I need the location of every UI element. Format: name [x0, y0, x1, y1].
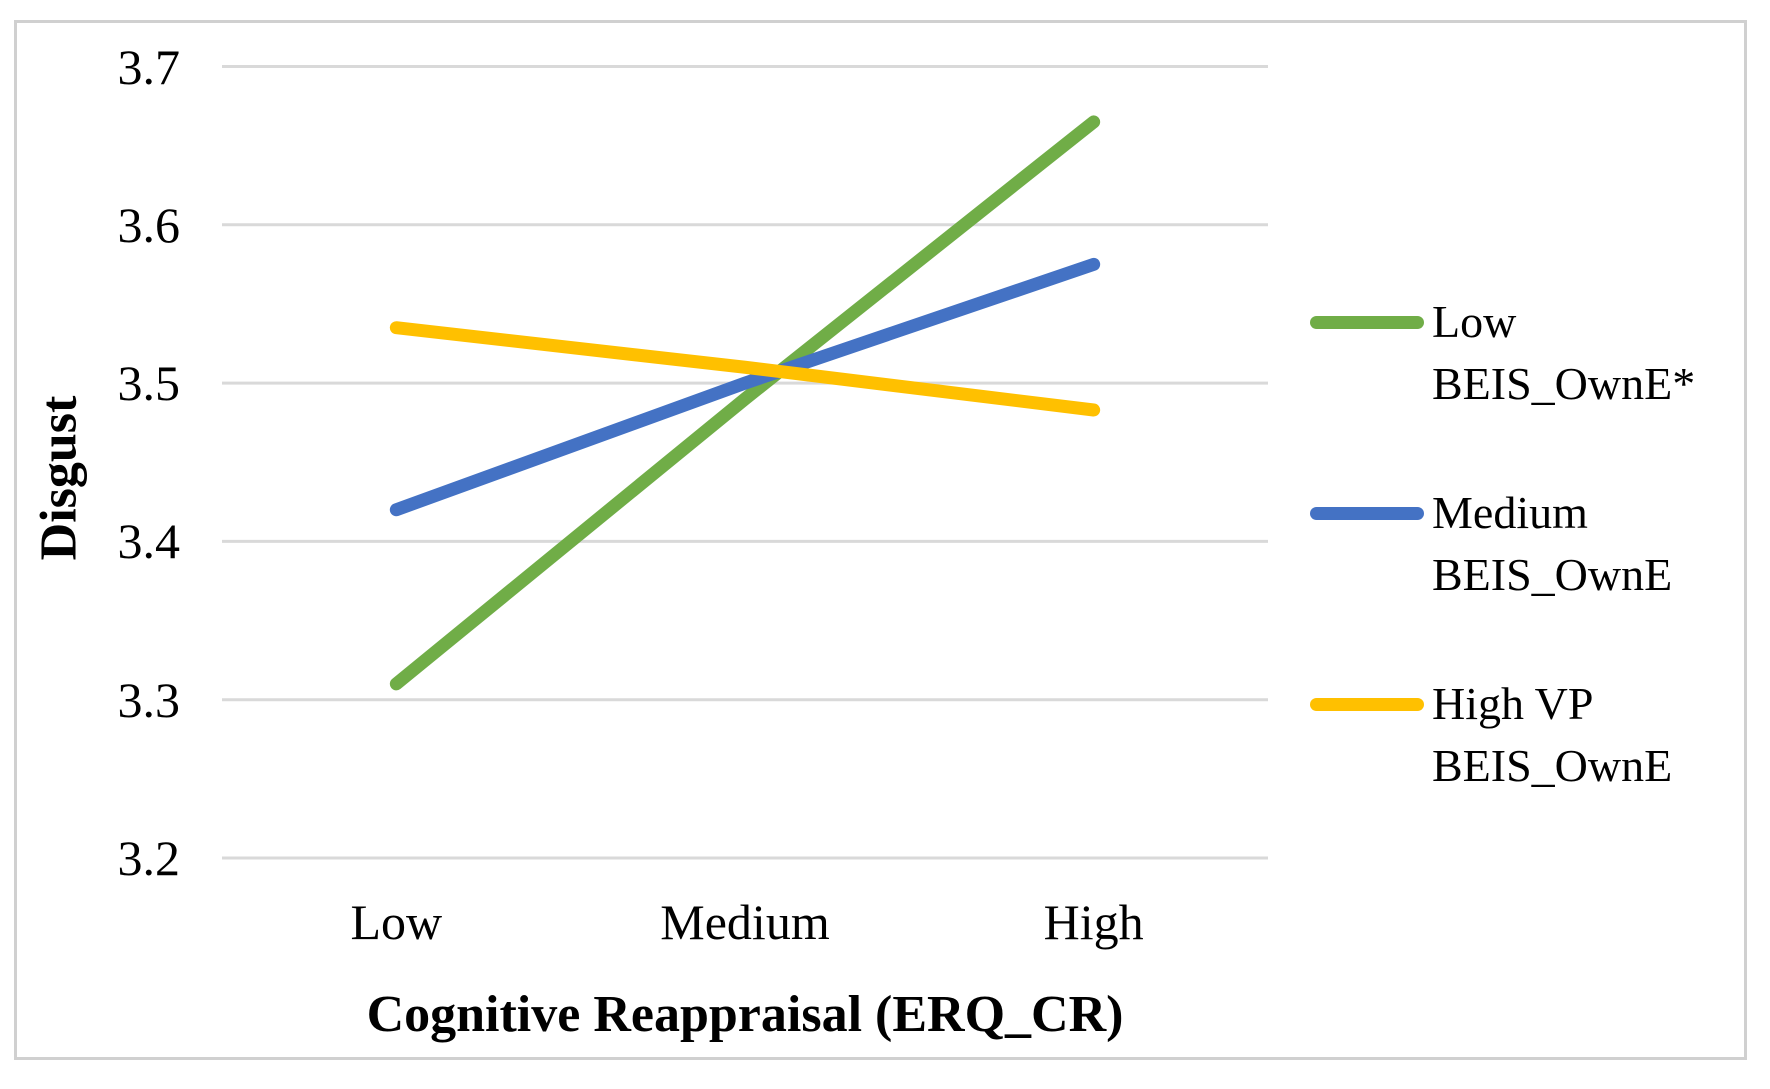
legend-label-line: High VP	[1432, 678, 1594, 729]
y-tick-label: 3.5	[117, 355, 181, 412]
series-line	[389, 321, 1101, 417]
y-tick-label: 3.7	[117, 38, 181, 95]
legend-swatch	[1310, 697, 1424, 711]
legend-label-line: Low	[1432, 296, 1517, 347]
legend-swatch	[1310, 315, 1424, 329]
legend-label-line: BEIS_OwnE*	[1432, 358, 1696, 409]
x-axis-title: Cognitive Reappraisal (ERQ_CR)	[366, 986, 1124, 1043]
y-tick-label: 3.2	[117, 830, 181, 886]
y-tick-label: 3.3	[117, 671, 181, 728]
legend-swatch	[1310, 506, 1424, 520]
series-line	[389, 115, 1101, 691]
x-tick-label: High	[1043, 894, 1144, 950]
legend-label: Medium BEIS_OwnE	[1432, 482, 1672, 606]
series-line	[389, 257, 1101, 517]
legend-label: Low BEIS_OwnE*	[1432, 291, 1695, 415]
x-tick-label: Low	[350, 894, 443, 950]
y-tick-label: 3.6	[117, 196, 181, 253]
legend-label-line: BEIS_OwnE	[1432, 549, 1673, 600]
legend-label-line: BEIS_OwnE	[1432, 740, 1673, 791]
legend-label-line: Medium	[1432, 487, 1588, 538]
y-tick-label: 3.4	[117, 513, 181, 570]
x-tick-label: Medium	[660, 894, 830, 950]
legend-label: High VP BEIS_OwnE	[1432, 673, 1672, 797]
